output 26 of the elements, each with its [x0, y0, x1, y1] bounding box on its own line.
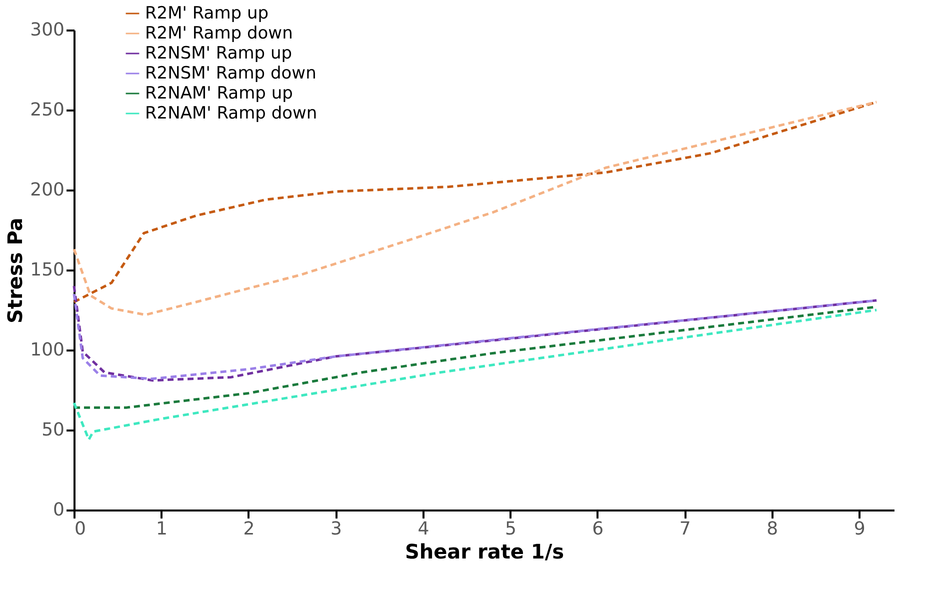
x-axis-title: Shear rate 1/s — [404, 540, 564, 564]
legend-label: R2NAM' Ramp down — [145, 104, 318, 124]
legend-label: R2M' Ramp up — [145, 4, 269, 24]
legend-label: R2M' Ramp down — [145, 24, 293, 44]
x-tick-label: 1 — [156, 518, 168, 540]
x-tick-label: 8 — [766, 518, 778, 540]
legend-label: R2NSM' Ramp up — [145, 44, 292, 64]
y-tick-label: 300 — [30, 20, 64, 40]
x-tick-label: 0 — [74, 518, 86, 540]
y-tick-label: 250 — [30, 100, 64, 120]
x-tick-label: 9 — [854, 518, 866, 540]
y-tick-label: 200 — [30, 180, 64, 200]
line-series — [72, 308, 878, 441]
y-tick-label: 100 — [30, 340, 64, 360]
legend-label: R2NAM' Ramp up — [145, 84, 293, 104]
y-tick-label: 0 — [53, 500, 64, 520]
y-axis-title: Stress Pa — [3, 218, 28, 324]
y-tick-label: 150 — [30, 260, 64, 280]
x-tick-label: 3 — [330, 518, 342, 540]
x-tick-label: 6 — [592, 518, 604, 540]
x-tick-label: 4 — [418, 518, 430, 540]
x-tick-label: 2 — [243, 518, 255, 540]
x-tick-label: 5 — [504, 518, 516, 540]
legend-label: R2NSM' Ramp down — [145, 64, 316, 84]
y-tick-label: 50 — [42, 420, 64, 440]
x-tick-label: 7 — [679, 518, 691, 540]
